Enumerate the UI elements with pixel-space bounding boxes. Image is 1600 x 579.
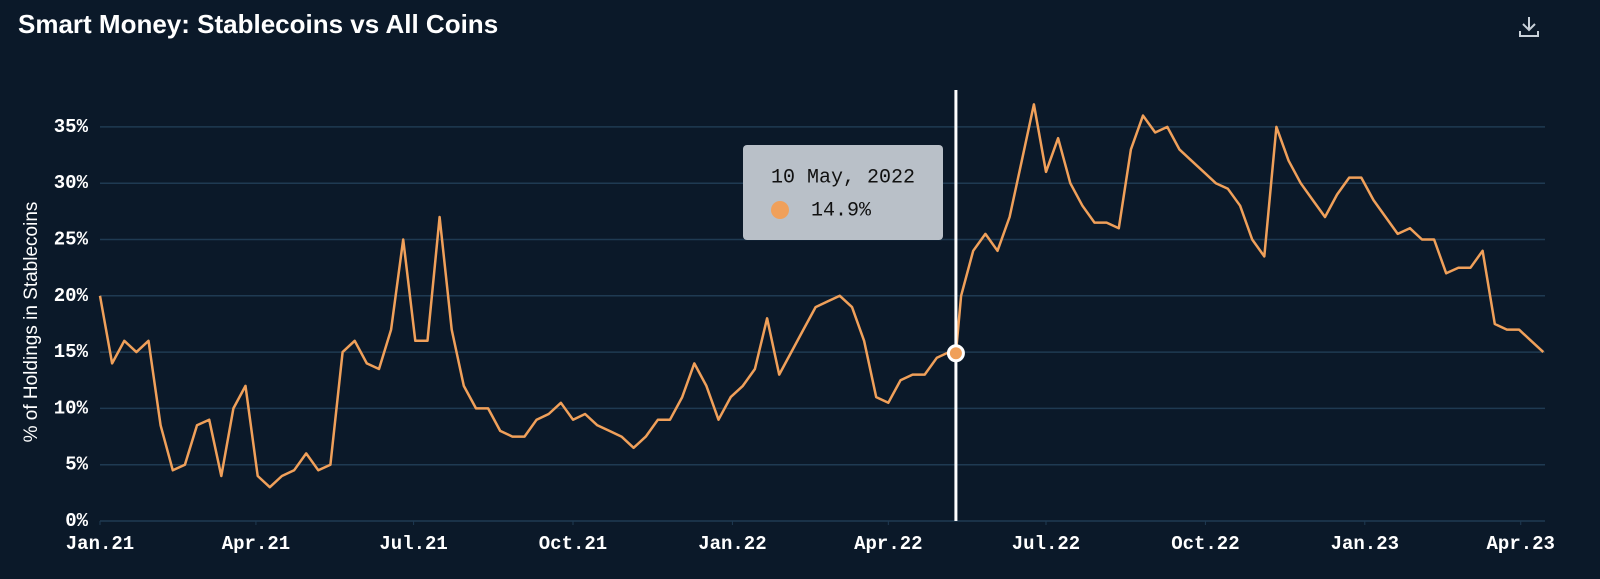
x-tick-label: Apr.22 [854,533,922,555]
chart-title: Smart Money: Stablecoins vs All Coins [18,9,498,39]
x-tick-label: Jan.23 [1331,533,1399,555]
tooltip-box [743,145,943,240]
x-tick-label: Jan.21 [66,533,134,555]
x-tick-label: Jan.22 [698,533,766,555]
hover-point [946,344,965,363]
y-tick-label: 10% [54,397,89,419]
tooltip: 10 May, 2022 14.9% [743,145,943,240]
download-button[interactable] [1519,17,1539,37]
y-tick-label: 35% [54,116,89,138]
y-tick-label: 25% [54,229,89,251]
y-axis-label: % of Holdings in Stablecoins [21,202,42,443]
y-tick-label: 5% [65,454,88,476]
x-tick-label: Jul.21 [379,533,447,555]
y-tick-label: 15% [54,341,89,363]
download-icon [1519,17,1539,37]
data-line [98,103,1545,489]
tooltip-value: 14.9% [811,199,872,222]
y-tick-label: 20% [54,285,89,307]
x-tick-label: Apr.21 [222,533,290,555]
tooltip-date: 10 May, 2022 [771,166,915,189]
y-tick-label: 30% [54,172,89,194]
x-tick-label: Oct.21 [539,533,607,555]
x-tick-label: Jul.22 [1012,533,1080,555]
y-tick-label: 0% [65,510,88,532]
x-tick-label: Apr.23 [1487,533,1555,555]
tooltip-swatch [771,201,789,219]
x-tick-label: Oct.22 [1171,533,1239,555]
